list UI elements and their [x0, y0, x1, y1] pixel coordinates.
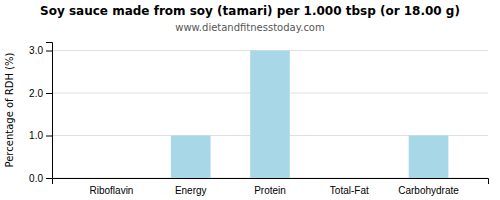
- x-tick-label: Carbohydrate: [398, 185, 459, 196]
- bar: [329, 178, 369, 179]
- x-tick: Riboflavin: [89, 185, 133, 196]
- y-tick-label: 2.0: [29, 88, 43, 99]
- title: Soy sauce made from soy (tamari) per 1.0…: [40, 4, 460, 18]
- subtitle: www.dietandfitnesstoday.com: [175, 22, 324, 33]
- y-tick: 3.0: [29, 45, 52, 56]
- y-tick-mark: [46, 178, 52, 179]
- y-tick: 2.0: [29, 88, 52, 99]
- x-tick-label: Riboflavin: [89, 185, 133, 196]
- bars: [171, 51, 448, 179]
- y-tick-mark: [46, 136, 52, 137]
- x-tick-label: Total-Fat: [330, 185, 369, 196]
- y-tick-label: 0.0: [29, 173, 43, 184]
- y-tick: 0.0: [29, 173, 52, 184]
- y-axis: 0.0 1.0 2.0 3.0: [29, 43, 52, 184]
- y-axis-title: Percentage of RDH (%): [4, 52, 15, 167]
- y-tick-mark: [46, 51, 52, 52]
- x-axis-line: [53, 179, 489, 185]
- x-tick: Energy: [175, 185, 207, 196]
- x-tick: Total-Fat: [330, 185, 369, 196]
- x-tick: Protein: [254, 185, 286, 196]
- grid: [52, 51, 488, 179]
- x-tick: Carbohydrate: [398, 185, 459, 196]
- y-tick-label: 1.0: [29, 130, 43, 141]
- y-tick-label: 3.0: [29, 45, 43, 56]
- x-axis: Riboflavin Energy Protein Total-Fat Carbohyd…: [53, 179, 489, 197]
- y-tick-mark: [46, 93, 52, 94]
- bar: [250, 51, 290, 179]
- chart-container: Soy sauce made from soy (tamari) per 1.0…: [0, 0, 500, 200]
- plot-area: Riboflavin Energy Protein Total-Fat Carbohyd…: [29, 43, 488, 197]
- x-tick-label: Protein: [254, 185, 286, 196]
- y-axis-line: [46, 43, 53, 179]
- bar: [171, 136, 211, 179]
- x-tick-label: Energy: [175, 185, 207, 196]
- bar: [409, 136, 449, 179]
- chart-svg: Soy sauce made from soy (tamari) per 1.0…: [0, 0, 500, 200]
- y-tick: 1.0: [29, 130, 52, 141]
- bar: [92, 178, 132, 179]
